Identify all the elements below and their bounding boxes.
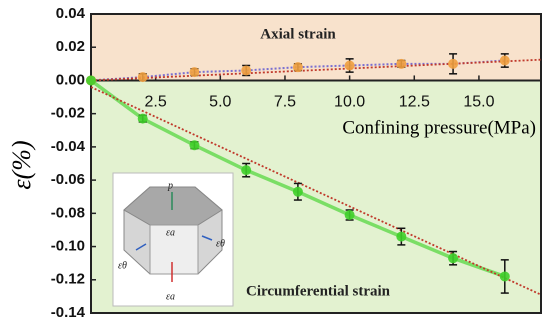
- inset: p εa εθ εθ εa: [112, 172, 234, 307]
- point: [189, 67, 200, 78]
- point: [499, 55, 510, 66]
- inset-label: εθ: [216, 238, 225, 249]
- y-tick-label: -0.12: [51, 271, 85, 288]
- annotation: Circumferential strain: [246, 283, 391, 299]
- point: [86, 75, 96, 86]
- annotation: Axial strain: [260, 26, 336, 42]
- point: [448, 58, 459, 69]
- x-axis-label: Confining pressure(MPa): [342, 117, 536, 138]
- x-tick-label: 15.0: [463, 94, 494, 111]
- point: [241, 65, 252, 76]
- point: [137, 113, 148, 124]
- point: [499, 271, 510, 282]
- point: [396, 231, 407, 242]
- x-tick-label: 10.0: [334, 94, 365, 111]
- y-axis-label: ε(%): [7, 140, 36, 189]
- inset-label: εa: [166, 227, 175, 238]
- point: [292, 62, 303, 73]
- inset-label: εθ: [118, 260, 127, 271]
- inset-arrow: [135, 243, 147, 251]
- inset-arrow: [201, 235, 213, 241]
- point: [396, 58, 407, 69]
- inset-label: p: [167, 180, 173, 191]
- point: [189, 140, 200, 151]
- y-tick-label: 0.04: [56, 5, 86, 22]
- y-tick-label: -0.02: [51, 105, 85, 122]
- x-tick-label: 5.0: [209, 94, 231, 111]
- x-tick-label: 12.5: [399, 94, 430, 111]
- point: [292, 186, 303, 197]
- fit-line: [90, 58, 542, 82]
- y-tick-label: -0.04: [51, 138, 86, 155]
- y-tick-label: 0.00: [56, 71, 85, 88]
- inset-front: [149, 224, 199, 275]
- y-tick-label: -0.14: [51, 304, 86, 321]
- point: [241, 165, 252, 176]
- plot-frame: [90, 13, 542, 314]
- x-tick-label: 7.5: [274, 94, 296, 111]
- y-tick-label: -0.10: [51, 238, 85, 255]
- point: [344, 209, 355, 220]
- inset-label: εa: [166, 291, 175, 302]
- fit-line: [90, 86, 542, 296]
- point: [448, 253, 459, 264]
- y-tick-label: -0.06: [51, 171, 85, 188]
- x-tick-label: 2.5: [145, 94, 167, 111]
- y-tick-label: 0.02: [56, 38, 85, 55]
- point: [137, 72, 148, 83]
- y-tick-label: -0.08: [51, 204, 85, 221]
- point: [344, 60, 355, 71]
